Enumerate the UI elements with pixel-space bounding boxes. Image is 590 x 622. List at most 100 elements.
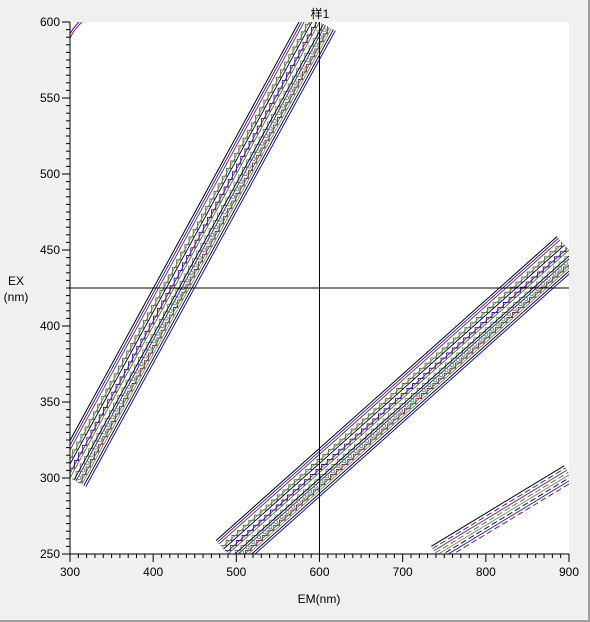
contour-ridge-mark xyxy=(285,509,290,514)
contour-ridge-mark xyxy=(214,225,219,230)
contour-ridge-mark xyxy=(325,474,330,479)
contour-line xyxy=(70,22,305,451)
contour-ridge-mark xyxy=(399,408,404,413)
contour-line xyxy=(221,242,564,548)
y-tick-label: 600 xyxy=(40,15,60,29)
contour-ridge-mark xyxy=(201,248,206,253)
contour-ridge-mark xyxy=(484,332,489,337)
contour-ridge-mark xyxy=(285,96,290,101)
x-tick-label: 900 xyxy=(559,565,579,579)
contour-ridge-mark xyxy=(450,362,455,367)
contour-line xyxy=(437,474,569,554)
contour-ridge-mark xyxy=(524,297,529,302)
contour-ridge-mark xyxy=(268,126,273,131)
contour-ridge-mark xyxy=(110,415,115,420)
contour-ridge-mark xyxy=(102,430,107,435)
contour-ridge-mark xyxy=(164,316,169,321)
contour-ridge-mark xyxy=(336,464,341,469)
contour-ridge-mark xyxy=(506,312,511,317)
contour-ridge-mark xyxy=(276,111,281,116)
y-tick-label: 250 xyxy=(40,547,60,561)
y-tick-label: 550 xyxy=(40,91,60,105)
contour-ridge-mark xyxy=(151,339,156,344)
contour-ridge-mark xyxy=(410,398,415,403)
contour-ridge-mark xyxy=(114,407,119,412)
contour-line xyxy=(218,239,561,545)
contour-line xyxy=(247,267,569,554)
contour-ridge-mark xyxy=(127,384,132,389)
contour-ridge-mark xyxy=(106,422,111,427)
contour-line xyxy=(452,483,569,554)
contour-line xyxy=(215,236,558,541)
contour-ridge-mark xyxy=(552,271,557,276)
contour-ridge-mark xyxy=(147,346,152,351)
y-axis-title-line1: EX xyxy=(8,274,24,288)
contour-line xyxy=(85,30,336,487)
contour-ridge-mark xyxy=(256,535,261,540)
contour-line xyxy=(225,246,567,552)
contour-ridge-mark xyxy=(235,187,240,192)
contour-ridge-mark xyxy=(301,65,306,70)
contour-ridge-mark xyxy=(558,266,563,271)
contour-ridge-mark xyxy=(289,88,294,93)
contour-ridge-mark xyxy=(318,35,323,40)
contour-band-second-order xyxy=(215,236,573,554)
contour-ridge-mark xyxy=(264,134,269,139)
contour-ridge-mark xyxy=(501,317,506,322)
contour-line xyxy=(72,23,322,480)
contour-line xyxy=(70,22,320,479)
contour-ridge-mark xyxy=(251,540,256,545)
contour-ridge-mark xyxy=(330,469,335,474)
contour-line xyxy=(234,255,569,554)
contour-ridge-mark xyxy=(297,73,302,78)
contour-ridge-mark xyxy=(370,433,375,438)
contour-line xyxy=(70,22,303,447)
contour-ridge-mark xyxy=(279,515,284,520)
contour-ridge-mark xyxy=(364,438,369,443)
contour-ridge-mark xyxy=(247,164,252,169)
contour-ridge-mark xyxy=(122,392,127,397)
contour-ridge-mark xyxy=(467,347,472,352)
contour-line xyxy=(433,469,568,552)
contour-ridge-mark xyxy=(393,413,398,418)
contour-ridge-mark xyxy=(230,194,235,199)
contour-ridge-mark xyxy=(293,80,298,85)
contour-ridge-mark xyxy=(416,393,421,398)
contour-line xyxy=(447,480,569,554)
contour-ridge-mark xyxy=(461,352,466,357)
contour-ridge-mark xyxy=(160,324,165,329)
x-axis-title: EM(nm) xyxy=(298,592,341,606)
contour-ridge-mark xyxy=(495,322,500,327)
contour-ridge-mark xyxy=(131,377,136,382)
contour-ridge-mark xyxy=(570,257,573,260)
contour-ridge-mark xyxy=(472,342,477,347)
contour-ridge-mark xyxy=(478,337,483,342)
contour-ridge-mark xyxy=(139,362,144,367)
contour-line xyxy=(70,22,310,461)
contour-line xyxy=(227,249,569,554)
contour-ridge-mark xyxy=(314,42,319,47)
contour-ridge-mark xyxy=(168,308,173,313)
contour-line xyxy=(70,22,313,465)
contour-line xyxy=(234,256,569,554)
contour-ridge-mark xyxy=(541,281,546,286)
contour-line xyxy=(81,28,332,485)
y-tick-label: 350 xyxy=(40,395,60,409)
contour-line xyxy=(75,24,326,482)
contour-ridge-mark xyxy=(305,58,310,63)
contour-ridge-mark xyxy=(296,499,301,504)
contour-line xyxy=(254,273,569,554)
crosshair[interactable] xyxy=(70,22,569,554)
contour-line xyxy=(432,467,566,549)
contour-ridge-mark xyxy=(239,550,244,554)
contour-line xyxy=(223,244,565,550)
contour-layer xyxy=(70,22,573,554)
contour-ridge-mark xyxy=(342,459,347,464)
contour-ridge-mark xyxy=(268,525,273,530)
x-tick-label: 800 xyxy=(476,565,496,579)
contour-ridge-mark xyxy=(197,255,202,260)
contour-line xyxy=(70,22,317,477)
contour-ridge-mark xyxy=(218,217,223,222)
